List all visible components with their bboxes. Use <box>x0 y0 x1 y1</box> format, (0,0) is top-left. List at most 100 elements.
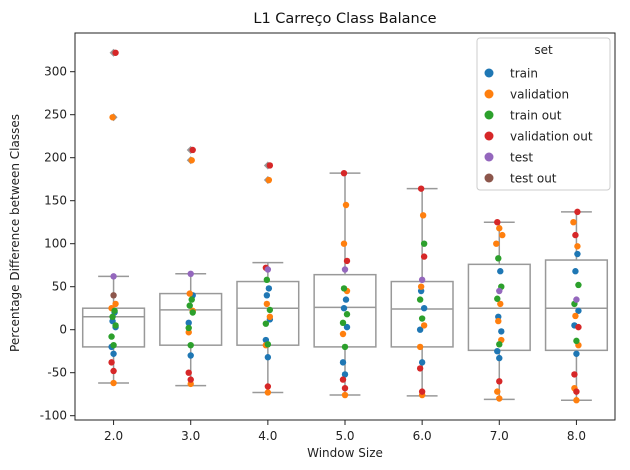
data-point-train <box>418 359 426 366</box>
legend-marker <box>484 89 494 99</box>
data-point-train-out <box>266 306 274 314</box>
data-point-test <box>187 270 194 277</box>
data-point-validation <box>109 114 116 121</box>
data-point-train <box>340 305 348 312</box>
data-point-train <box>498 328 505 335</box>
data-point-validation-out <box>339 376 347 383</box>
data-point-validation <box>419 212 427 219</box>
data-point-train-out <box>112 322 119 329</box>
y-tick-label: 100 <box>44 237 67 251</box>
data-point-train-out <box>110 341 117 349</box>
y-tick-label: -100 <box>40 409 67 423</box>
data-point-validation <box>570 219 577 226</box>
legend: set train validation train out validation ou… <box>476 37 611 191</box>
data-point-train-out <box>262 320 270 327</box>
data-point-validation <box>110 379 117 387</box>
data-point-validation <box>112 300 119 308</box>
data-point-train <box>265 285 273 292</box>
data-point-train <box>342 296 350 303</box>
data-point-validation-out <box>417 185 425 192</box>
data-point-train <box>416 326 424 333</box>
data-point-validation <box>342 201 350 209</box>
data-point-validation-out <box>187 376 194 383</box>
data-point-train-out <box>263 276 271 284</box>
data-point-test <box>496 287 503 295</box>
box-6.0 <box>390 187 454 397</box>
data-point-train-out <box>573 337 580 345</box>
data-point-validation-out <box>340 169 348 177</box>
data-point-test-out <box>110 292 117 299</box>
box-7.0 <box>467 221 531 401</box>
data-point-train-out <box>108 333 115 340</box>
x-tick-label: 8.0 <box>567 429 586 443</box>
x-axis-label: Window Size <box>307 446 383 460</box>
data-point-train <box>497 268 504 275</box>
data-point-train <box>575 307 582 314</box>
data-point-validation <box>572 312 579 320</box>
data-point-validation-out <box>112 49 119 56</box>
box-2.0 <box>81 48 146 384</box>
y-tick-label: 200 <box>44 151 67 165</box>
data-point-validation <box>265 176 273 184</box>
x-tick-label: 2.0 <box>104 429 123 443</box>
legend-label: validation out <box>510 130 593 144</box>
data-point-validation <box>339 330 347 338</box>
data-point-train <box>187 352 194 359</box>
data-point-validation <box>188 157 195 164</box>
data-point-validation-out <box>416 365 424 372</box>
x-tick-label: 5.0 <box>335 429 354 443</box>
data-point-train-out <box>416 296 424 303</box>
data-point-validation-out <box>108 359 115 366</box>
data-point-validation-out <box>571 371 578 378</box>
x-tick-label: 6.0 <box>413 429 432 443</box>
data-point-validation-out <box>185 369 192 376</box>
data-point-validation-out <box>189 146 196 154</box>
box-3.0 <box>159 145 223 387</box>
legend-marker <box>484 173 494 183</box>
data-point-validation <box>497 300 504 308</box>
data-point-validation <box>493 240 500 247</box>
data-point-validation-out <box>266 162 274 169</box>
data-point-train <box>341 371 349 378</box>
data-point-train-out <box>340 285 348 292</box>
data-point-validation-out <box>110 367 117 375</box>
data-point-train <box>343 323 351 331</box>
chart-title: L1 Carreço Class Balance <box>253 11 436 27</box>
data-point-validation <box>416 343 424 351</box>
y-tick-label: -50 <box>47 366 67 380</box>
data-point-validation-out <box>575 323 582 331</box>
data-point-train <box>110 350 117 357</box>
data-point-train-out <box>575 281 582 289</box>
data-point-validation <box>341 391 349 399</box>
data-point-train <box>420 305 428 312</box>
legend-label: train out <box>510 109 562 123</box>
data-point-train-out <box>185 324 192 332</box>
data-point-train-out <box>420 240 428 247</box>
data-point-train <box>263 292 271 299</box>
data-point-train <box>572 268 579 275</box>
data-point-train-out <box>339 319 347 327</box>
legend-marker <box>484 110 494 120</box>
legend-label: validation <box>510 88 569 102</box>
data-point-train <box>339 359 347 366</box>
x-tick-label: 3.0 <box>181 429 200 443</box>
y-tick-label: 50 <box>52 280 67 294</box>
data-point-test <box>418 276 426 284</box>
data-point-validation-out <box>418 388 426 395</box>
data-point-validation <box>496 395 503 402</box>
y-tick-label: 250 <box>44 108 67 122</box>
data-point-validation-out <box>343 257 351 265</box>
data-point-validation <box>420 322 428 329</box>
data-point-validation <box>186 290 193 297</box>
data-point-validation <box>340 240 348 247</box>
data-point-train-out <box>187 341 194 349</box>
data-point-train-out <box>494 295 501 302</box>
data-point-train-out <box>109 313 116 320</box>
data-point-validation <box>417 283 425 290</box>
data-point-train-out <box>111 307 118 314</box>
data-point-validation <box>574 243 581 250</box>
data-point-train-out <box>495 255 502 262</box>
data-point-train <box>573 350 580 357</box>
data-point-validation <box>264 389 272 396</box>
